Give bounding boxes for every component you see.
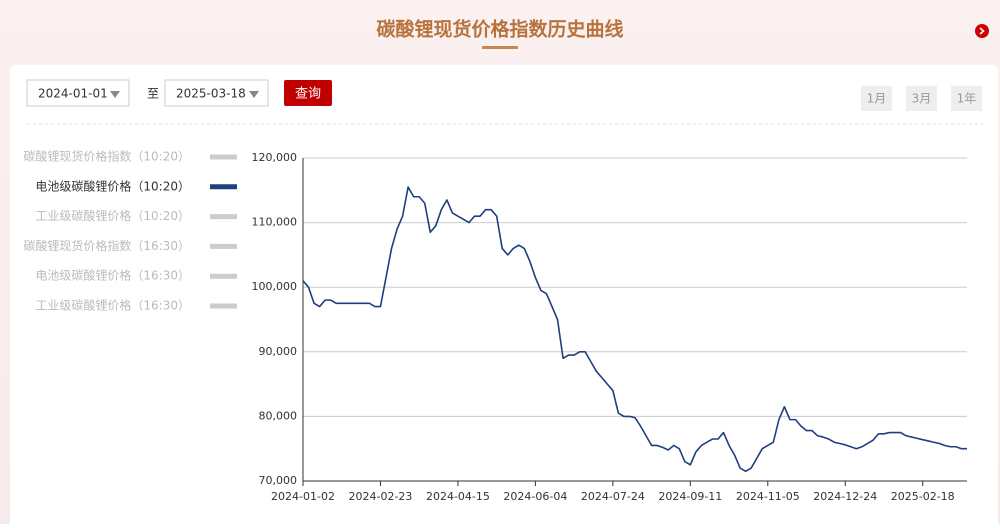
legend-label[interactable]: 工业级碳酸锂价格（16:30） [35,298,190,313]
date-from-text: 2024-01-01 [38,87,108,101]
range-button[interactable] [861,86,892,111]
range-button[interactable] [906,86,937,111]
y-tick-label: 100,000 [252,280,298,293]
x-tick-label: 2024-04-15 [426,490,490,503]
query-text: 查询 [295,87,321,102]
range-button[interactable] [951,86,982,111]
dropdown-icon [110,91,120,98]
y-tick-label: 120,000 [252,151,298,164]
next-button[interactable] [975,24,989,38]
x-tick-label: 2024-09-11 [658,490,722,503]
dropdown-icon [249,91,259,98]
y-tick-label: 70,000 [259,474,298,487]
x-tick-label: 2024-02-23 [348,490,412,503]
y-tick-label: 90,000 [259,345,298,358]
legend-label[interactable]: 电池级碳酸锂价格（16:30） [35,268,190,283]
query-button[interactable] [284,80,332,106]
legend-label[interactable]: 碳酸锂现货价格指数（16:30） [23,238,190,253]
legend-label[interactable]: 电池级碳酸锂价格（10:20） [35,178,190,193]
range-text: 1年 [957,92,977,106]
x-tick-label: 2025-02-18 [891,490,955,503]
x-tick-label: 2024-06-04 [503,490,567,503]
legend-label[interactable]: 工业级碳酸锂价格（10:20） [35,208,190,223]
x-tick-label: 2024-07-24 [581,490,645,503]
price-line [302,186,967,473]
range-text: 3月 [912,92,932,106]
page-title: 碳酸锂现货价格指数历史曲线 [376,18,623,41]
next-icon [979,27,985,35]
x-tick-label: 2024-01-02 [271,490,335,503]
date-to-text: 2025-03-18 [176,87,246,101]
range-text: 1月 [867,92,887,106]
y-tick-label: 80,000 [259,409,298,422]
title-underline [482,46,518,49]
legend-label[interactable]: 碳酸锂现货价格指数（10:20） [23,149,190,164]
panel [10,65,998,528]
x-tick-label: 2024-11-05 [736,490,800,503]
separator: 至 [147,87,159,101]
x-tick-label: 2024-12-24 [813,490,877,503]
y-tick-label: 110,000 [252,216,298,229]
